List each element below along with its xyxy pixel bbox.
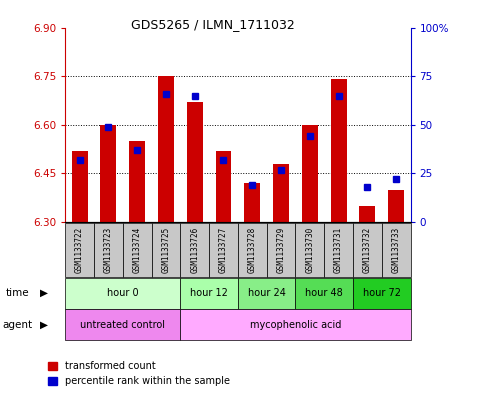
Text: GSM1133730: GSM1133730 [305,227,314,273]
Text: ▶: ▶ [40,288,47,298]
Text: GSM1133723: GSM1133723 [104,227,113,273]
Text: time: time [6,288,29,298]
Bar [180,309,411,340]
Bar [123,223,152,277]
Text: hour 12: hour 12 [190,288,228,298]
Bar [324,223,353,277]
Bar [353,223,382,277]
Bar [244,183,260,222]
Bar [296,223,324,277]
Text: hour 48: hour 48 [305,288,343,298]
Bar [302,125,318,222]
Text: GSM1133729: GSM1133729 [277,227,285,273]
Bar [359,206,375,222]
Text: GSM1133728: GSM1133728 [248,227,257,273]
Text: hour 0: hour 0 [107,288,139,298]
Text: hour 24: hour 24 [248,288,285,298]
Bar [158,76,174,222]
Bar [296,278,353,309]
Bar [180,223,209,277]
Legend: transformed count, percentile rank within the sample: transformed count, percentile rank withi… [48,361,230,386]
Text: GSM1133726: GSM1133726 [190,227,199,273]
Bar [65,309,180,340]
Bar [267,223,296,277]
Text: GSM1133731: GSM1133731 [334,227,343,273]
Bar [65,223,94,277]
Text: GSM1133724: GSM1133724 [133,227,142,273]
Text: GSM1133733: GSM1133733 [392,227,401,273]
Bar [215,151,231,222]
Text: GSM1133727: GSM1133727 [219,227,228,273]
Bar [273,163,289,222]
Bar [187,102,203,222]
Text: GSM1133722: GSM1133722 [75,227,84,273]
Bar [180,278,238,309]
Text: agent: agent [2,320,32,330]
Bar [209,223,238,277]
Bar [94,223,123,277]
Text: hour 72: hour 72 [363,288,401,298]
Bar [388,189,404,222]
Bar [238,278,296,309]
Text: GDS5265 / ILMN_1711032: GDS5265 / ILMN_1711032 [130,18,295,31]
Bar [152,223,180,277]
Bar [331,79,346,222]
Bar [353,278,411,309]
Bar [238,223,267,277]
Bar [129,141,145,222]
Text: GSM1133732: GSM1133732 [363,227,372,273]
Text: GSM1133725: GSM1133725 [161,227,170,273]
Text: mycophenolic acid: mycophenolic acid [250,320,341,330]
Bar [100,125,116,222]
Text: ▶: ▶ [40,320,47,330]
Text: untreated control: untreated control [80,320,165,330]
Bar [65,278,180,309]
Bar [382,223,411,277]
Bar [71,151,87,222]
